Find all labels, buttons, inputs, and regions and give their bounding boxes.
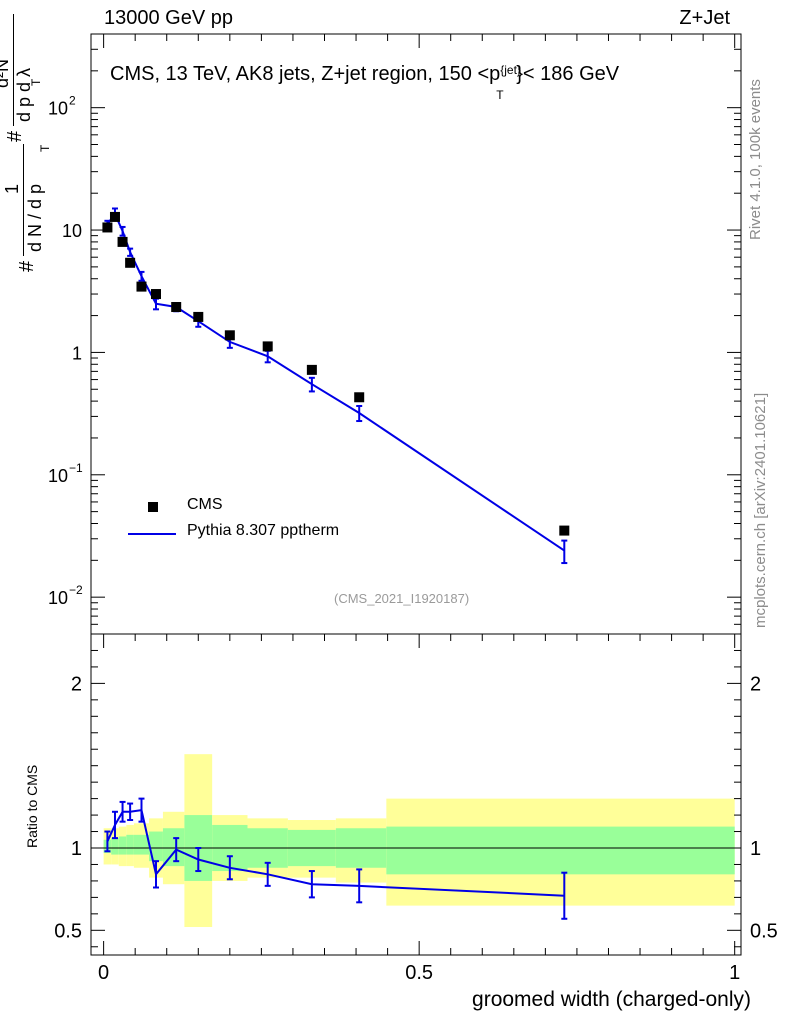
- ratio-stat-band-bin: [118, 836, 127, 855]
- rivet-version-label: Rivet 4.1.0, 100k events: [747, 79, 764, 240]
- main-y-axis-label: # 1 d N / d p T # d²N d p d λ T: [0, 7, 52, 272]
- main-y-tick-exponent: −2: [69, 583, 83, 597]
- ratio-stat-band-bin: [133, 834, 150, 855]
- ratio-y-tick-label-right: 1: [750, 838, 761, 860]
- legend: CMS Pythia 8.307 pptherm: [128, 496, 388, 548]
- main-y-tick-label: 10: [48, 588, 68, 608]
- cms-data-point: [306, 364, 317, 375]
- ratio-y-tick-label-right: 2: [750, 673, 761, 695]
- ratio-y-tick-label-left: 2: [71, 673, 82, 695]
- x-tick-label: 0: [98, 962, 109, 984]
- ratio-y-tick-label-left: 1: [71, 838, 82, 860]
- cms-data-point: [193, 311, 204, 322]
- plot-title: CMS, 13 TeV, AK8 jets, Z+jet region, 150…: [110, 63, 620, 102]
- cms-data-point: [109, 211, 120, 222]
- cms-data-point: [151, 289, 161, 300]
- header-right-label: Z+Jet: [679, 7, 730, 29]
- ratio-stat-band-bin: [126, 834, 134, 855]
- ratio-y-tick-label-right: 0.5: [750, 920, 778, 942]
- ratio-stat-band-bin: [149, 831, 163, 862]
- cms-data-point: [117, 236, 128, 247]
- cms-data-point: [559, 525, 570, 536]
- ratio-uncertainty-bands: [91, 754, 741, 928]
- ratio-plot-content: [104, 797, 568, 920]
- main-y-tick-exponent: −1: [69, 461, 83, 475]
- cms-data-point: [125, 257, 136, 268]
- main-y-tick-label: 10: [48, 466, 68, 486]
- ratio-frame: [90, 633, 742, 956]
- header-left-label: 13000 GeV pp: [104, 7, 233, 29]
- cms-data-point: [354, 392, 365, 403]
- main-y-tick-exponent: 2: [69, 94, 76, 108]
- mcplots-label: mcplots.cern.ch [arXiv:2401.10621]: [752, 392, 769, 628]
- cms-data-point: [224, 330, 235, 341]
- ratio-stat-band-bin: [111, 838, 119, 855]
- legend-label-cms: CMS: [187, 496, 223, 513]
- main-y-tick-label: 1: [72, 343, 82, 363]
- cms-data-point: [136, 281, 147, 292]
- cms-data-point: [262, 341, 273, 352]
- main-y-tick-label: 10: [48, 99, 68, 119]
- ratio-stat-band-bin: [386, 826, 735, 875]
- ratio-y-axis-label: Ratio to CMS: [24, 764, 40, 848]
- legend-marker-cms: [148, 502, 158, 512]
- x-tick-label: 0.5: [405, 962, 433, 984]
- main-plot-content: [102, 207, 570, 565]
- x-tick-label: 1: [729, 962, 740, 984]
- analysis-watermark: (CMS_2021_I1920187): [334, 591, 470, 606]
- cms-data-point: [171, 302, 182, 313]
- x-axis-label: groomed width (charged-only): [472, 988, 751, 1011]
- main-y-tick-label: 10: [62, 221, 82, 241]
- legend-line-pythia: [128, 533, 176, 535]
- ratio-y-tick-label-left: 0.5: [54, 920, 82, 942]
- legend-label-pythia: Pythia 8.307 pptherm: [187, 522, 340, 539]
- cms-data-point: [102, 222, 113, 233]
